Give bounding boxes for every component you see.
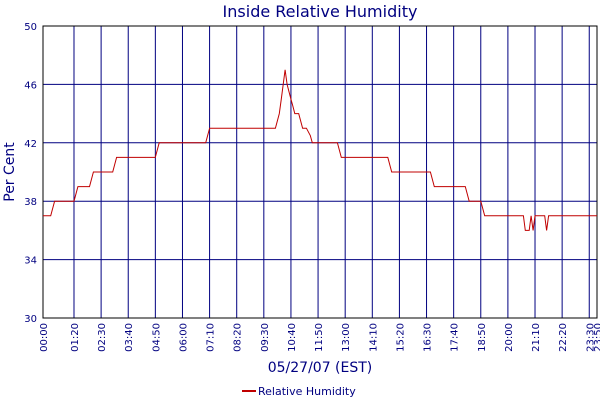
x-tick-label: 01:20 bbox=[70, 323, 81, 352]
x-tick-label: 20:00 bbox=[504, 323, 515, 352]
x-axis-label: 05/27/07 (EST) bbox=[268, 360, 373, 376]
x-tick-label: 17:40 bbox=[450, 323, 461, 352]
x-tick-label: 23:30 bbox=[585, 323, 596, 352]
plot-frame bbox=[42, 25, 598, 319]
x-tick-label: 04:50 bbox=[151, 323, 162, 352]
x-tick-label: 08:20 bbox=[233, 323, 244, 352]
x-tick-label: 23:50 bbox=[593, 323, 600, 352]
grid-lines bbox=[42, 25, 598, 319]
y-tick-label: 30 bbox=[24, 314, 37, 325]
y-tick-label: 42 bbox=[24, 139, 37, 150]
y-tick-label: 50 bbox=[24, 22, 37, 33]
x-tick-label: 16:30 bbox=[423, 323, 434, 352]
x-tick-label: 21:10 bbox=[531, 323, 542, 352]
x-tick-label: 10:40 bbox=[287, 323, 298, 352]
x-tick-label: 11:50 bbox=[314, 323, 325, 352]
x-tick-label: 14:10 bbox=[368, 323, 379, 352]
chart-title: Inside Relative Humidity bbox=[223, 2, 418, 21]
x-tick-label: 06:00 bbox=[178, 323, 189, 352]
x-tick-label: 00:00 bbox=[39, 323, 50, 352]
x-tick-label: 15:20 bbox=[395, 323, 406, 352]
legend-label-relative-humidity: Relative Humidity bbox=[258, 385, 356, 398]
x-tick-labels: 00:00 01:20 02:30 03:40 04:50 06:00 07:10 08:20… bbox=[39, 323, 600, 352]
x-tick-label: 02:30 bbox=[97, 323, 108, 352]
x-tick-label: 09:30 bbox=[260, 323, 271, 352]
series-line-relative-humidity bbox=[43, 69, 597, 231]
x-tick-label: 18:50 bbox=[477, 323, 488, 352]
x-tick-label: 22:20 bbox=[558, 323, 569, 352]
y-axis-label: Per Cent bbox=[2, 142, 18, 202]
y-tick-label: 46 bbox=[24, 80, 37, 91]
x-tick-label: 07:10 bbox=[206, 323, 217, 352]
x-tick-label: 03:40 bbox=[124, 323, 135, 352]
x-tick-label: 13:00 bbox=[341, 323, 352, 352]
y-tick-labels: 30 34 38 42 46 50 bbox=[24, 22, 37, 325]
y-tick-label: 34 bbox=[24, 256, 37, 267]
y-tick-label: 38 bbox=[24, 197, 37, 208]
legend: Relative Humidity bbox=[242, 385, 356, 398]
